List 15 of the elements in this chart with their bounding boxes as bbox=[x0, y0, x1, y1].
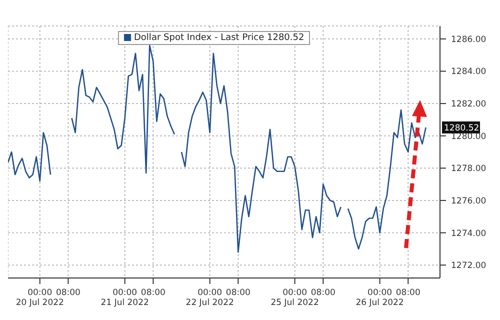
y-tick-label: 1284.00 bbox=[451, 67, 486, 78]
legend-label: Dollar Spot Index - Last Price 1280.52 bbox=[133, 32, 304, 42]
y-tick-label: 1280.00 bbox=[451, 132, 486, 142]
x-tick-label: 08:00 bbox=[56, 288, 80, 298]
y-tick-label: 1278.00 bbox=[451, 164, 486, 174]
x-tick-label: 08:00 bbox=[396, 288, 420, 298]
x-tick-label: 08:00 bbox=[310, 288, 336, 298]
x-tick-label: 08:00 bbox=[226, 288, 250, 298]
annotation: 1280.52 bbox=[444, 123, 480, 134]
y-tick-label: 1272.00 bbox=[451, 261, 486, 272]
y-tick-label: 1286.00 bbox=[451, 34, 486, 45]
y-tick-label: 1276.00 bbox=[451, 196, 486, 206]
y-tick-label: 1282.00 bbox=[451, 100, 486, 110]
x-tick-label: 08:00 bbox=[140, 288, 166, 298]
y-tick-label: 1274.00 bbox=[451, 228, 486, 239]
